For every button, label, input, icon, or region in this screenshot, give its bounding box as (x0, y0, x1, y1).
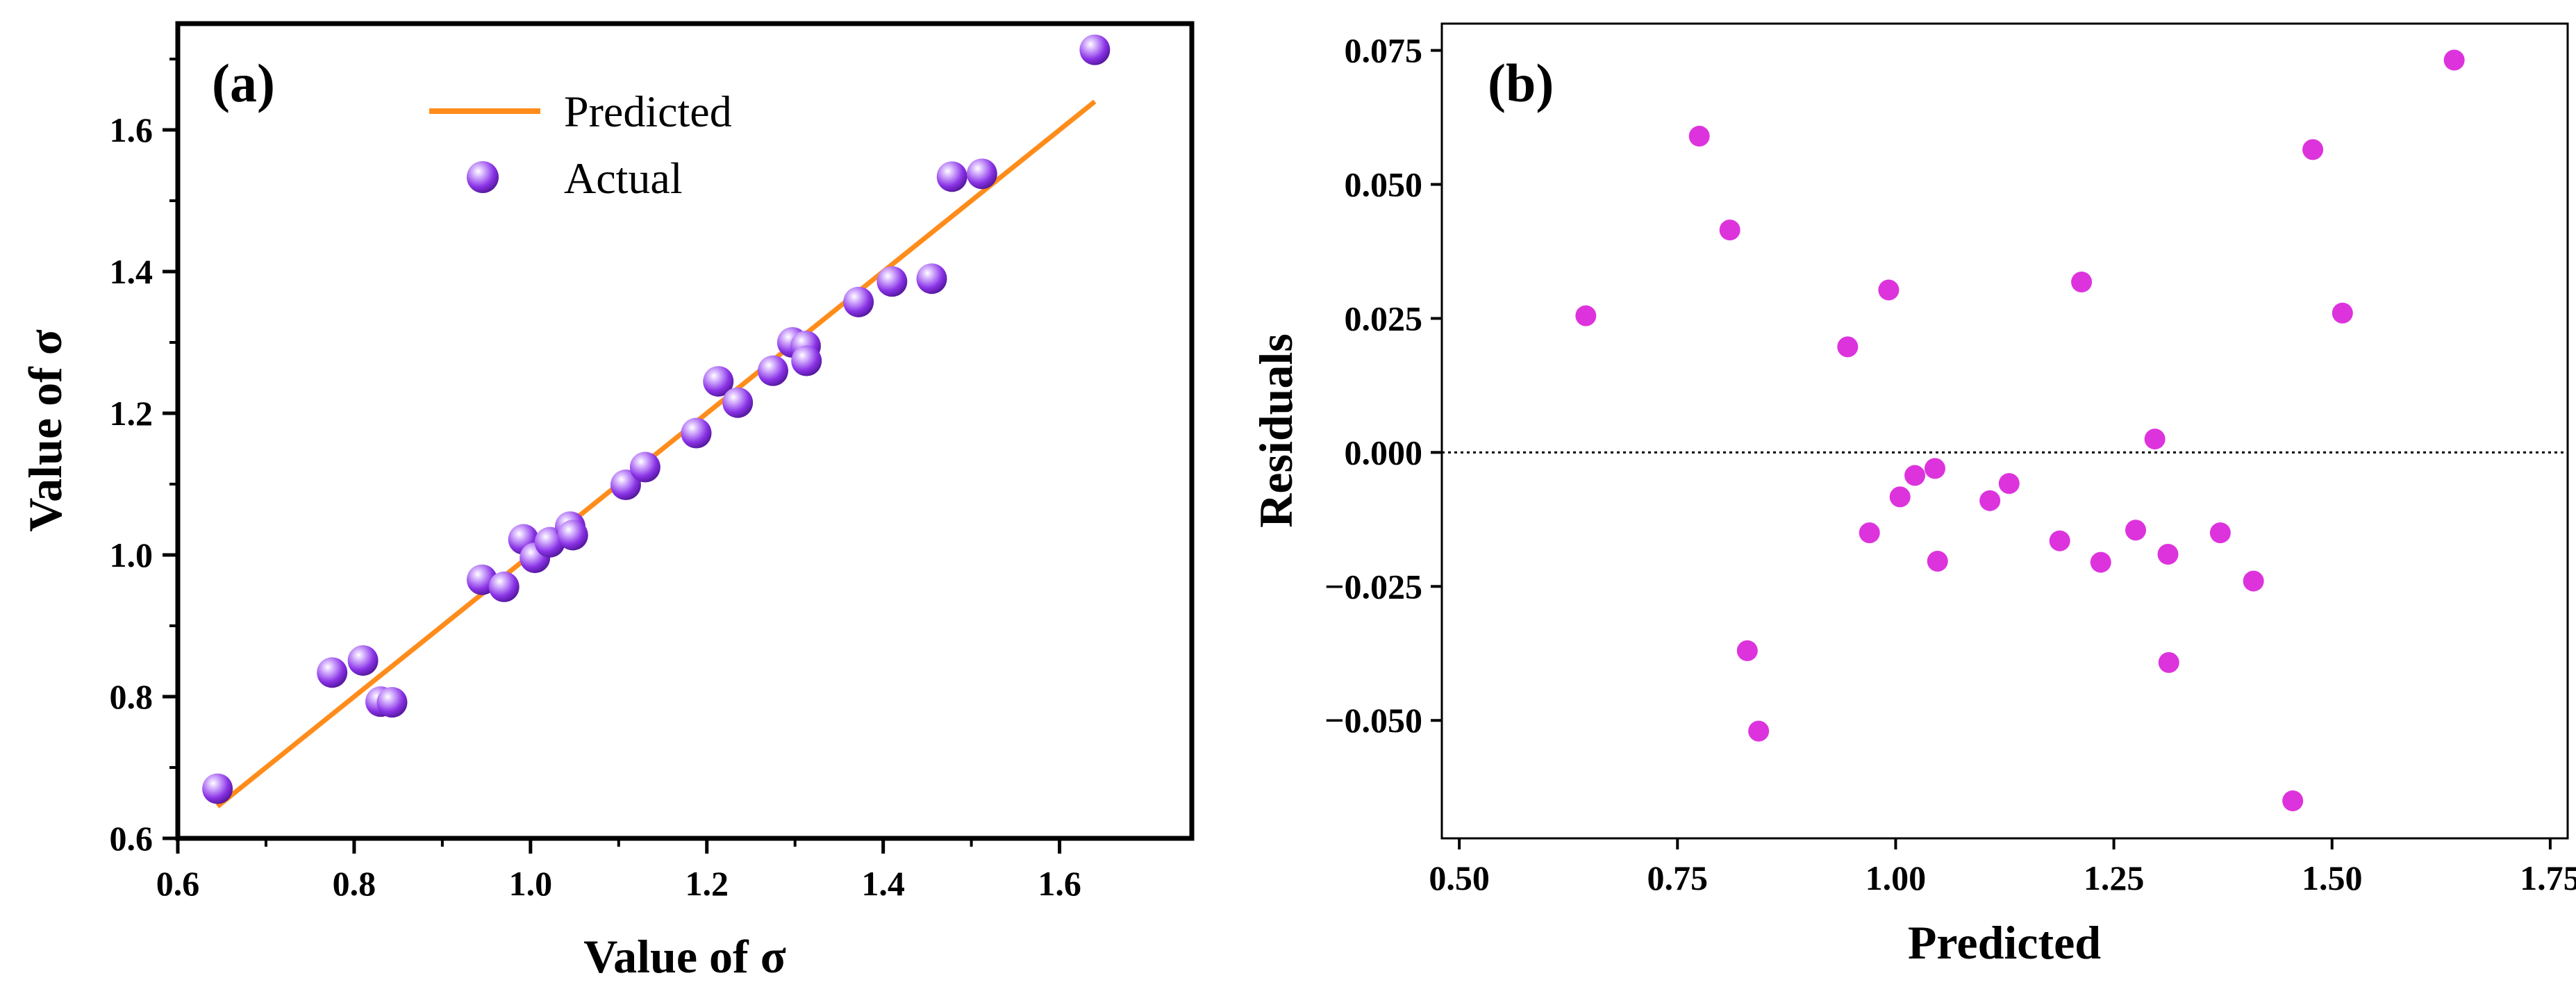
panel-a-chart: 0.6 0.8 1.0 1.2 1.4 1.6 0.6 0.8 1.0 1.2 1.4 1.6 (a… (19, 21, 1195, 983)
y-tick-label: 0.000 (1345, 433, 1423, 472)
x-tick-label: 1.0 (509, 864, 553, 903)
residual-point (2302, 139, 2324, 160)
actual-point (488, 571, 520, 602)
panel-a-x-axis: 0.6 0.8 1.0 1.2 1.4 1.6 (156, 838, 1081, 903)
y-tick-label: 0.025 (1345, 299, 1423, 338)
actual-point (347, 645, 379, 676)
residual-point (1748, 720, 1770, 742)
panel-b-label: (b) (1488, 53, 1554, 113)
x-tick-label: 0.50 (1429, 858, 1490, 897)
residual-point (2144, 429, 2166, 450)
residual-point (2090, 551, 2111, 573)
residual-point (2049, 530, 2070, 551)
panel-a-x-axis-title: Value of σ (583, 930, 786, 983)
panel-b-x-axis-title: Predicted (1908, 916, 2101, 969)
x-tick-label: 0.6 (156, 864, 200, 903)
actual-point (791, 345, 822, 376)
residual-point (1878, 279, 1900, 301)
residual-point (2071, 271, 2093, 292)
residual-point (1979, 490, 2001, 511)
actual-point (557, 520, 588, 551)
legend-predicted-label: Predicted (564, 87, 732, 136)
y-tick-label: −0.050 (1324, 701, 1422, 740)
residual-point (1889, 486, 1911, 508)
panel-b-plot-area (1575, 49, 2465, 811)
actual-point (703, 366, 734, 397)
actual-point (966, 158, 997, 190)
actual-point (376, 687, 408, 718)
residual-point (2243, 570, 2264, 592)
x-tick-label: 1.25 (2084, 858, 2145, 897)
y-tick-label: 1.6 (110, 110, 153, 149)
y-tick-label: −0.025 (1324, 567, 1422, 606)
residual-point (1688, 126, 1710, 147)
residual-point (1736, 640, 1758, 661)
residual-point (2282, 790, 2304, 811)
residual-point (2157, 543, 2179, 565)
panel-a-y-axis: 0.6 0.8 1.0 1.2 1.4 1.6 (110, 58, 178, 858)
actual-point (916, 263, 947, 294)
actual-point (629, 451, 660, 483)
x-tick-label: 1.6 (1038, 864, 1081, 903)
legend-actual-marker (467, 161, 499, 193)
panel-b-chart: 0.50 0.75 1.00 1.25 1.50 1.75 −0.050 −0.025 0.0… (1249, 22, 2576, 969)
y-tick-label: 0.6 (110, 819, 153, 858)
panel-a-plot-area (202, 34, 1111, 808)
panel-b-x-axis: 0.50 0.75 1.00 1.25 1.50 1.75 (1429, 838, 2576, 897)
residual-point (2158, 651, 2179, 673)
x-tick-label: 0.8 (333, 864, 376, 903)
actual-point (681, 417, 712, 449)
actual-point (317, 657, 348, 688)
x-tick-label: 0.75 (1647, 858, 1709, 897)
predicted-line (215, 99, 1097, 808)
residual-point (1837, 336, 1859, 358)
y-tick-label: 0.075 (1345, 31, 1423, 70)
residual-point (1927, 551, 1948, 572)
actual-point (843, 286, 874, 317)
actual-point (202, 773, 233, 804)
x-tick-label: 1.50 (2302, 858, 2363, 897)
panel-b-y-axis-title: Residuals (1249, 333, 1302, 528)
x-tick-label: 1.2 (685, 864, 729, 903)
residual-point (1575, 305, 1597, 326)
panel-a-y-axis-title: Value of σ (19, 329, 72, 531)
actual-point (757, 355, 788, 386)
actual-point (1079, 34, 1111, 65)
residual-point (2332, 302, 2353, 324)
x-tick-label: 1.00 (1865, 858, 1927, 897)
actual-point (610, 470, 641, 501)
y-tick-label: 1.4 (110, 252, 153, 291)
panel-a-legend: Predicted Actual (429, 87, 732, 203)
panel-b-y-axis: −0.050 −0.025 0.000 0.025 0.050 0.075 (1324, 31, 1442, 740)
residual-point (1859, 522, 1880, 544)
y-tick-label: 1.2 (110, 394, 153, 433)
residual-point (1719, 219, 1740, 241)
y-tick-label: 1.0 (110, 536, 153, 574)
y-tick-label: 0.050 (1345, 165, 1423, 204)
panel-b-frame (1440, 22, 2569, 840)
panel-a-frame (175, 21, 1195, 841)
actual-point (876, 266, 908, 297)
y-tick-label: 0.8 (110, 677, 153, 716)
residual-point (1998, 473, 2020, 495)
x-tick-label: 1.4 (861, 864, 905, 903)
x-tick-label: 1.75 (2520, 858, 2576, 897)
residual-point (1904, 465, 1926, 486)
actual-point (936, 161, 967, 192)
legend-actual-label: Actual (564, 153, 683, 203)
residual-point (2125, 520, 2146, 541)
residual-point (2209, 522, 2231, 544)
residual-point (1924, 458, 1945, 479)
residual-point (2443, 49, 2465, 71)
actual-point (722, 387, 754, 418)
panel-a-label: (a) (212, 53, 275, 113)
